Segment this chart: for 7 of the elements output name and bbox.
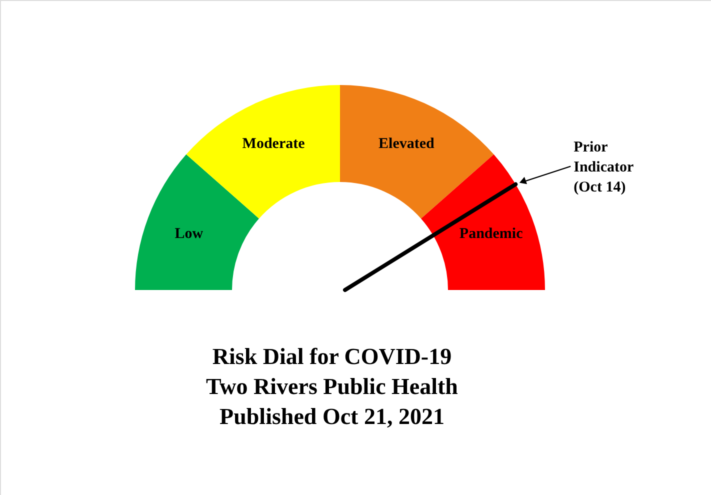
slice-label: Moderate xyxy=(242,136,306,152)
text: Two Rivers Public Health Published Oct 21, 2021 xyxy=(206,374,458,429)
slice-label: Low xyxy=(174,226,204,242)
text: Prior Indicator (Oct 14) xyxy=(574,139,634,196)
slice-label: Elevated xyxy=(378,136,436,152)
slice-label: Pandemic xyxy=(459,226,524,242)
text: Risk Dial for COVID-19 xyxy=(212,344,452,369)
